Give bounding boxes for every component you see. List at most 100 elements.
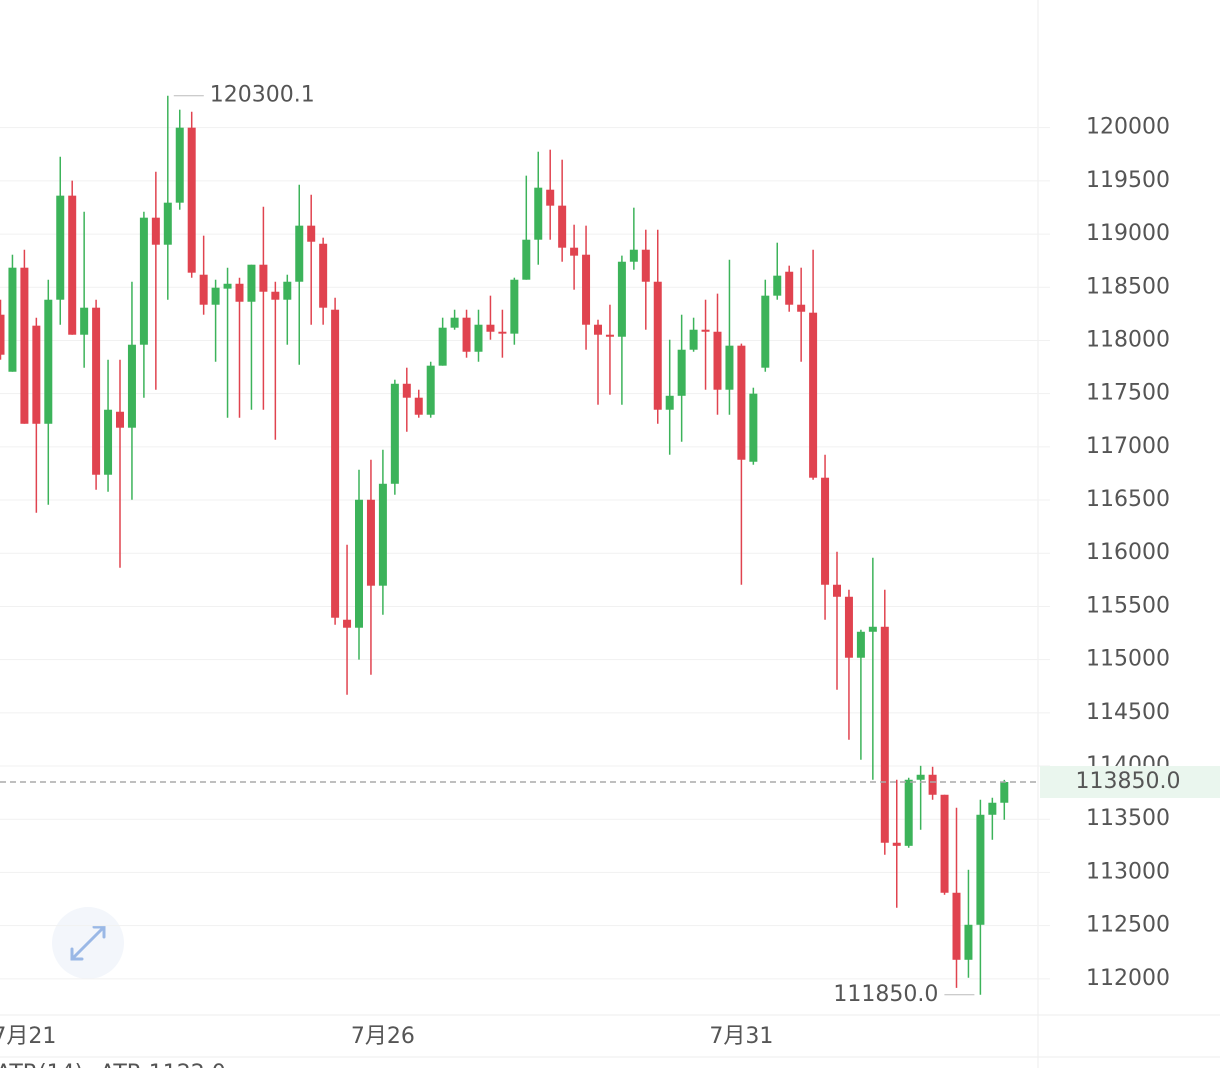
candle-body — [689, 329, 698, 350]
candle-body — [582, 254, 591, 325]
candle-body — [570, 247, 579, 256]
candle-body — [44, 299, 53, 424]
y-tick-label: 120000 — [1086, 115, 1170, 140]
y-tick-label: 117500 — [1086, 381, 1170, 406]
candle-body — [629, 249, 638, 262]
y-tick-label: 118000 — [1086, 327, 1170, 352]
candle-body — [952, 892, 961, 960]
candle-body — [116, 411, 124, 428]
candle-body — [1000, 781, 1009, 803]
y-tick-label: 113000 — [1086, 859, 1170, 884]
candle-body — [868, 626, 877, 632]
candle-body — [809, 312, 818, 478]
candle-body — [773, 275, 782, 296]
candle-body — [904, 779, 913, 846]
expand-icon — [70, 925, 106, 961]
indicator-name: ATR(14) — [0, 1061, 83, 1068]
y-tick-label: 118500 — [1086, 274, 1170, 299]
indicator-value: ATR:1122.0 — [100, 1061, 226, 1068]
candle-body — [510, 279, 519, 334]
candle-body — [175, 127, 184, 203]
candle-body — [390, 383, 399, 484]
candle-body — [0, 314, 5, 355]
candle-body — [653, 281, 662, 410]
candle-body — [737, 345, 746, 460]
candle-body — [211, 287, 220, 305]
expand-button[interactable] — [52, 907, 124, 979]
candle-body — [474, 324, 483, 352]
candle-body — [641, 249, 650, 282]
candle-body — [498, 331, 507, 334]
candle-body — [546, 189, 555, 206]
candle-body — [199, 274, 208, 305]
candle-body — [558, 205, 567, 248]
candle-body — [187, 127, 196, 273]
candle-body — [271, 291, 280, 300]
candle-body — [761, 295, 770, 368]
candle-body — [366, 499, 375, 586]
candle-body — [331, 309, 340, 618]
last-price-tag — [1040, 765, 1220, 798]
candle-body — [127, 344, 136, 428]
candle-body — [713, 331, 722, 390]
candle-body — [594, 324, 602, 335]
candle-body — [940, 794, 949, 893]
y-tick-label: 115000 — [1086, 647, 1170, 672]
candle-body — [80, 307, 89, 335]
candle-body — [32, 325, 41, 424]
candle-body — [319, 243, 328, 308]
low-label: 111850.0 — [833, 982, 938, 1007]
y-tick-label: 112500 — [1086, 913, 1170, 938]
candle-body — [833, 584, 841, 597]
candle-body — [283, 281, 292, 300]
candle-body — [725, 345, 734, 390]
candle-body — [414, 397, 423, 415]
candle-body — [247, 264, 256, 302]
candle-body — [402, 383, 411, 398]
y-tick-label: 112000 — [1086, 966, 1170, 991]
y-tick-label: 113500 — [1086, 806, 1170, 831]
candle-body — [378, 483, 387, 586]
candle-body — [749, 393, 758, 462]
candle-body — [68, 195, 77, 335]
candle-body — [307, 225, 316, 242]
y-tick-label: 117000 — [1086, 434, 1170, 459]
candle-body — [151, 217, 160, 245]
candle-body — [426, 365, 435, 415]
candle-body — [677, 349, 686, 396]
candle-body — [259, 264, 268, 292]
candle-body — [295, 225, 304, 282]
candle-body — [92, 307, 101, 475]
candle-body — [988, 802, 997, 815]
candle-body — [223, 283, 232, 289]
candle-body — [785, 271, 794, 305]
x-tick-label: 7月21 — [0, 1024, 56, 1049]
candle-body — [617, 261, 626, 337]
candle-body — [56, 195, 65, 300]
candle-body — [916, 774, 925, 780]
candle-body — [486, 324, 495, 332]
candle-body — [450, 317, 459, 328]
candle-body — [928, 774, 937, 795]
high-label: 120300.1 — [210, 83, 315, 108]
candle-body — [235, 283, 244, 302]
candle-body — [964, 924, 973, 960]
candle-body — [343, 619, 352, 628]
candle-body — [104, 409, 113, 475]
x-tick-label: 7月31 — [709, 1024, 773, 1049]
candle-body — [665, 395, 674, 410]
y-tick-label: 116000 — [1086, 540, 1170, 565]
candle-body — [534, 187, 543, 240]
candle-body — [522, 239, 531, 280]
y-tick-label: 119000 — [1086, 221, 1170, 246]
candle-body — [821, 477, 830, 585]
x-tick-label: 7月26 — [351, 1024, 415, 1049]
y-tick-label: 116500 — [1086, 487, 1170, 512]
candle-body — [163, 202, 172, 245]
candle-body — [976, 814, 985, 925]
y-tick-label: 119500 — [1086, 168, 1170, 193]
candle-body — [8, 267, 17, 372]
candle-body — [20, 267, 29, 424]
